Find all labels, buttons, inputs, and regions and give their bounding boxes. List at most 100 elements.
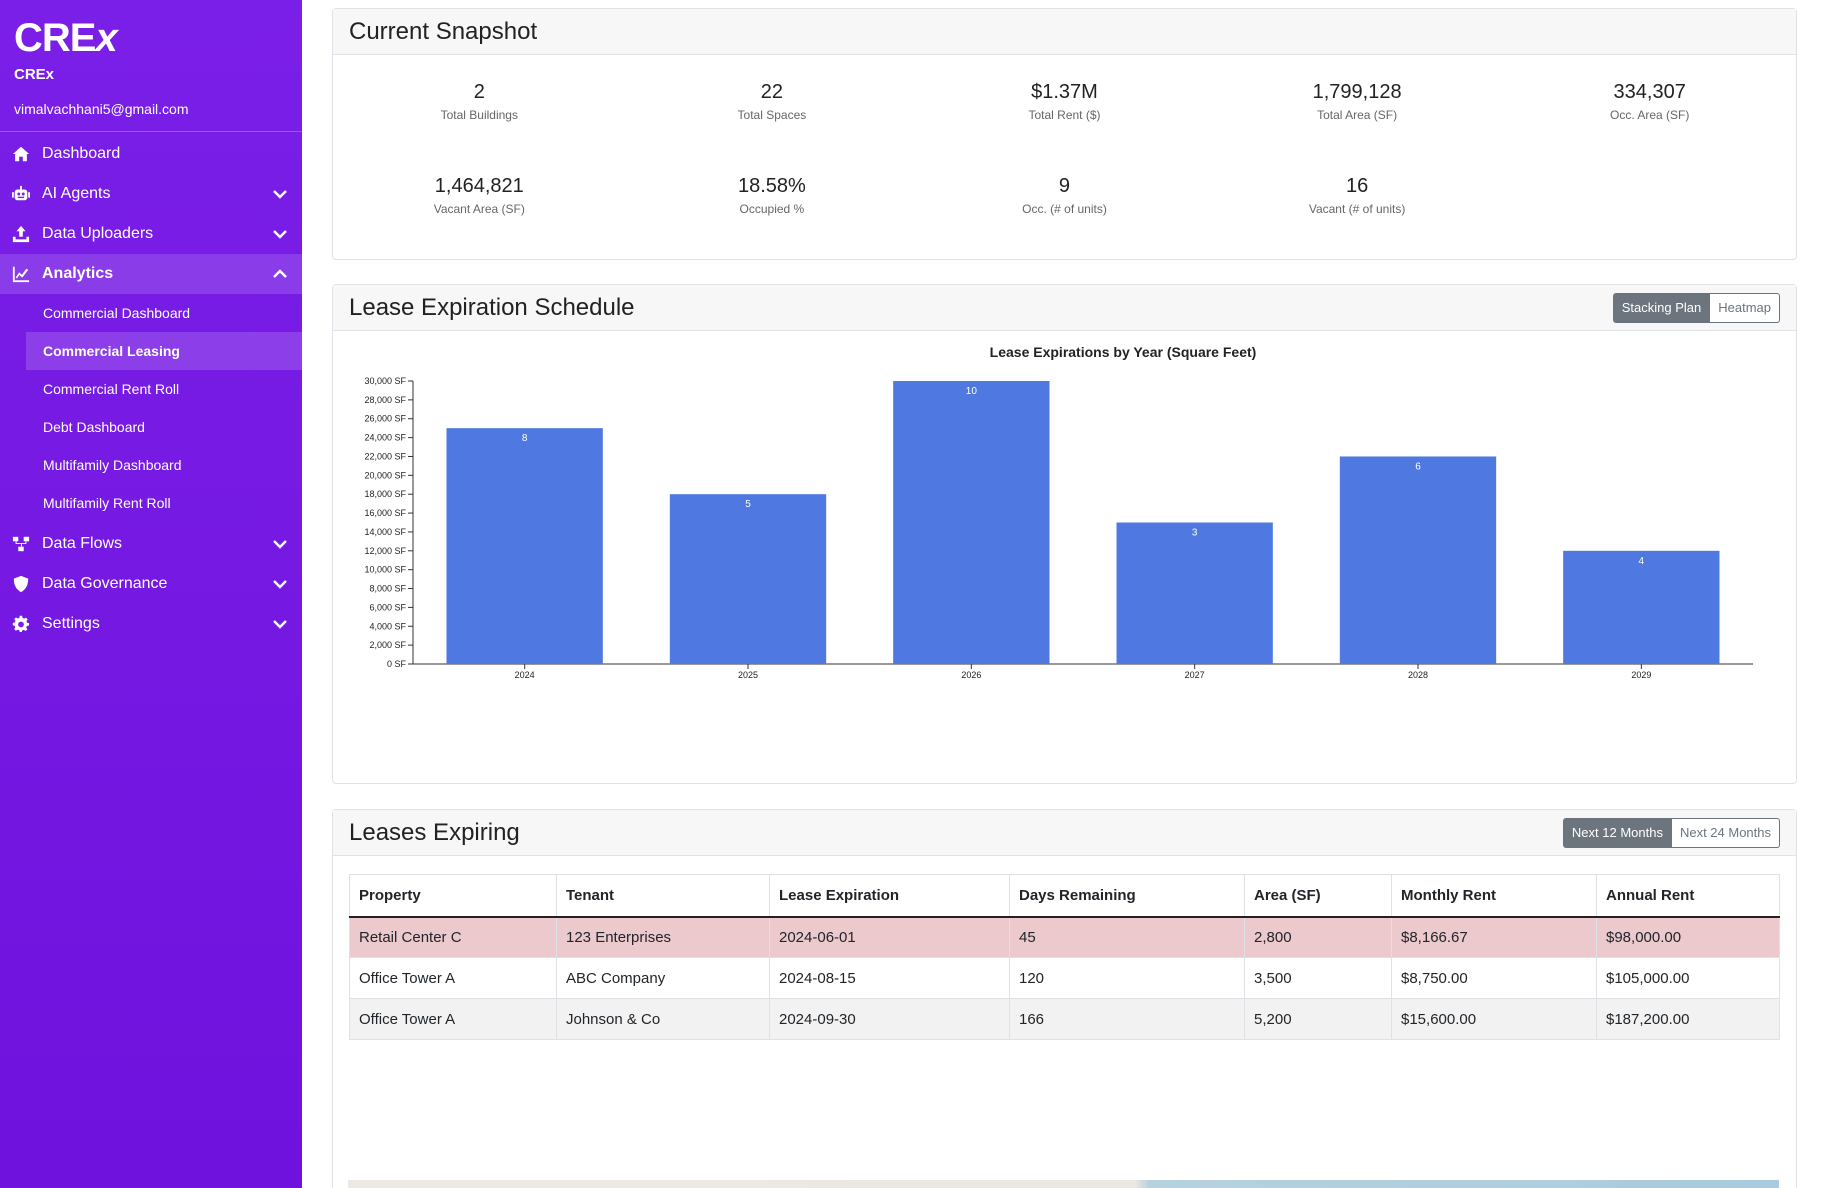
- sidebar-subitem-debt-dashboard[interactable]: Debt Dashboard: [43, 419, 145, 435]
- sidebar-item-analytics[interactable]: Analytics: [0, 254, 302, 294]
- cell-area: 2,800: [1244, 916, 1392, 958]
- col-lease-expiration[interactable]: Lease Expiration: [769, 874, 1010, 918]
- table-row[interactable]: Retail Center C 123 Enterprises 2024-06-…: [349, 916, 1780, 958]
- sidebar-nav-lower: Data Flows Data Governance Settings: [0, 522, 302, 644]
- sidebar-item-label: Data Governance: [42, 575, 168, 592]
- bar: [669, 494, 827, 664]
- map-preview[interactable]: [348, 1180, 1779, 1188]
- stat-label: Total Buildings: [440, 108, 518, 122]
- line-chart-icon: [10, 265, 32, 283]
- stacking-plan-button[interactable]: Stacking Plan: [1612, 293, 1711, 323]
- sidebar-subitem-commercial-dashboard[interactable]: Commercial Dashboard: [43, 305, 191, 321]
- snapshot-card: Current Snapshot 2 Total Buildings 22 Tota…: [332, 8, 1797, 260]
- stat-label: Total Spaces: [737, 108, 807, 122]
- col-annual-rent[interactable]: Annual Rent: [1596, 874, 1780, 918]
- sidebar-subitem-multifamily-dashboard[interactable]: Multifamily Dashboard: [43, 457, 182, 473]
- cell-annual-rent: $105,000.00: [1596, 957, 1780, 999]
- analytics-subnav: Commercial Dashboard Commercial Leasing …: [0, 294, 302, 522]
- stat-label: Vacant Area (SF): [433, 202, 525, 216]
- heatmap-button[interactable]: Heatmap: [1710, 293, 1780, 323]
- chevron-down-icon: [272, 536, 288, 552]
- table-row[interactable]: Office Tower A ABC Company 2024-08-15 12…: [349, 957, 1780, 999]
- y-tick-label: 0 SF: [387, 659, 407, 669]
- next-12-months-button[interactable]: Next 12 Months: [1562, 818, 1672, 848]
- y-tick-label: 20,000 SF: [364, 470, 406, 480]
- y-tick-label: 12,000 SF: [364, 546, 406, 556]
- leases-table: Property Tenant Lease Expiration Days Re…: [349, 874, 1780, 1040]
- y-tick-label: 16,000 SF: [364, 508, 406, 518]
- y-tick-label: 8,000 SF: [369, 584, 406, 594]
- cell-tenant: Johnson & Co: [556, 998, 770, 1040]
- stat-total-area: 1,799,128 Total Area (SF): [1211, 81, 1504, 175]
- sidebar-item-data-governance[interactable]: Data Governance: [0, 564, 302, 604]
- sidebar-item-dashboard[interactable]: Dashboard: [0, 134, 302, 174]
- cell-monthly-rent: $8,166.67: [1391, 916, 1597, 958]
- cell-annual-rent: $187,200.00: [1596, 998, 1780, 1040]
- cell-days-remaining: 45: [1009, 916, 1245, 958]
- y-tick-label: 4,000 SF: [369, 621, 406, 631]
- col-property[interactable]: Property: [349, 874, 557, 918]
- bar: [446, 428, 603, 664]
- cell-days-remaining: 166: [1009, 998, 1245, 1040]
- cell-monthly-rent: $8,750.00: [1391, 957, 1597, 999]
- sidebar-subitem-multifamily-rent-roll[interactable]: Multifamily Rent Roll: [43, 495, 171, 511]
- lease-schedule-card: Lease Expiration Schedule Stacking Plan …: [332, 284, 1797, 784]
- home-icon: [10, 145, 32, 163]
- x-tick-label: 2024: [515, 670, 535, 680]
- y-tick-label: 6,000 SF: [369, 602, 406, 612]
- chevron-down-icon: [272, 576, 288, 592]
- col-area[interactable]: Area (SF): [1244, 874, 1392, 918]
- cell-days-remaining: 120: [1009, 957, 1245, 999]
- gear-icon: [10, 615, 32, 633]
- stat-label: Vacant (# of units): [1308, 202, 1406, 216]
- sidebar-item-ai-agents[interactable]: AI Agents: [0, 174, 302, 214]
- next-24-months-button[interactable]: Next 24 Months: [1671, 818, 1780, 848]
- lease-schedule-header: Lease Expiration Schedule Stacking Plan …: [333, 285, 1796, 331]
- leases-expiring-card: Leases Expiring Next 12 Months Next 24 M…: [332, 809, 1797, 1188]
- bar: [1116, 522, 1273, 664]
- logo[interactable]: CREx: [14, 16, 118, 60]
- sidebar-item-data-flows[interactable]: Data Flows: [0, 524, 302, 564]
- bar: [1563, 550, 1720, 664]
- stat-vacant-area: 1,464,821 Vacant Area (SF): [333, 175, 626, 269]
- sidebar-divider: [0, 131, 302, 132]
- y-tick-label: 22,000 SF: [364, 451, 406, 461]
- cell-property: Office Tower A: [349, 957, 557, 999]
- snapshot-header: Current Snapshot: [333, 9, 1796, 55]
- col-tenant[interactable]: Tenant: [556, 874, 770, 918]
- snapshot-stats: 2 Total Buildings 22 Total Spaces $1.37M To…: [333, 55, 1796, 269]
- stat-value: 18.58%: [737, 175, 806, 197]
- y-tick-label: 14,000 SF: [364, 527, 406, 537]
- stat-value: 2: [473, 81, 485, 103]
- lease-expiration-chart: Lease Expirations by Year (Square Feet) 0…: [333, 331, 1796, 776]
- data-label: 6: [1415, 461, 1421, 472]
- stat-value: 334,307: [1613, 81, 1686, 103]
- snapshot-title: Current Snapshot: [349, 17, 538, 45]
- sidebar-subitem-commercial-leasing[interactable]: Commercial Leasing: [26, 332, 302, 370]
- x-tick-label: 2029: [1631, 670, 1651, 680]
- sidebar-item-data-uploaders[interactable]: Data Uploaders: [0, 214, 302, 254]
- table-row[interactable]: Office Tower A Johnson & Co 2024-09-30 1…: [349, 998, 1780, 1040]
- col-monthly-rent[interactable]: Monthly Rent: [1391, 874, 1597, 918]
- cell-lease-expiration: 2024-09-30: [769, 998, 1010, 1040]
- y-tick-label: 30,000 SF: [364, 376, 406, 386]
- y-tick-label: 28,000 SF: [364, 395, 406, 405]
- cell-property: Office Tower A: [349, 998, 557, 1040]
- sidebar-item-settings[interactable]: Settings: [0, 604, 302, 644]
- cell-tenant: ABC Company: [556, 957, 770, 999]
- shield-icon: [10, 575, 32, 593]
- stat-label: Occupied %: [739, 202, 805, 216]
- sidebar-subitem-commercial-rent-roll[interactable]: Commercial Rent Roll: [43, 381, 180, 397]
- cell-property: Retail Center C: [349, 916, 557, 958]
- sitemap-icon: [10, 535, 32, 553]
- bar: [893, 381, 1050, 664]
- x-tick-label: 2028: [1408, 670, 1428, 680]
- view-toggle: Stacking Plan Heatmap: [1612, 293, 1780, 323]
- col-days-remaining[interactable]: Days Remaining: [1009, 874, 1245, 918]
- cell-tenant: 123 Enterprises: [556, 916, 770, 958]
- stat-total-rent: $1.37M Total Rent ($): [918, 81, 1211, 175]
- bar-chart-svg: Lease Expirations by Year (Square Feet) 0…: [364, 344, 1753, 680]
- stat-value: $1.37M: [1031, 81, 1098, 103]
- stat-vacant-units: 16 Vacant (# of units): [1211, 175, 1504, 269]
- cell-area: 3,500: [1244, 957, 1392, 999]
